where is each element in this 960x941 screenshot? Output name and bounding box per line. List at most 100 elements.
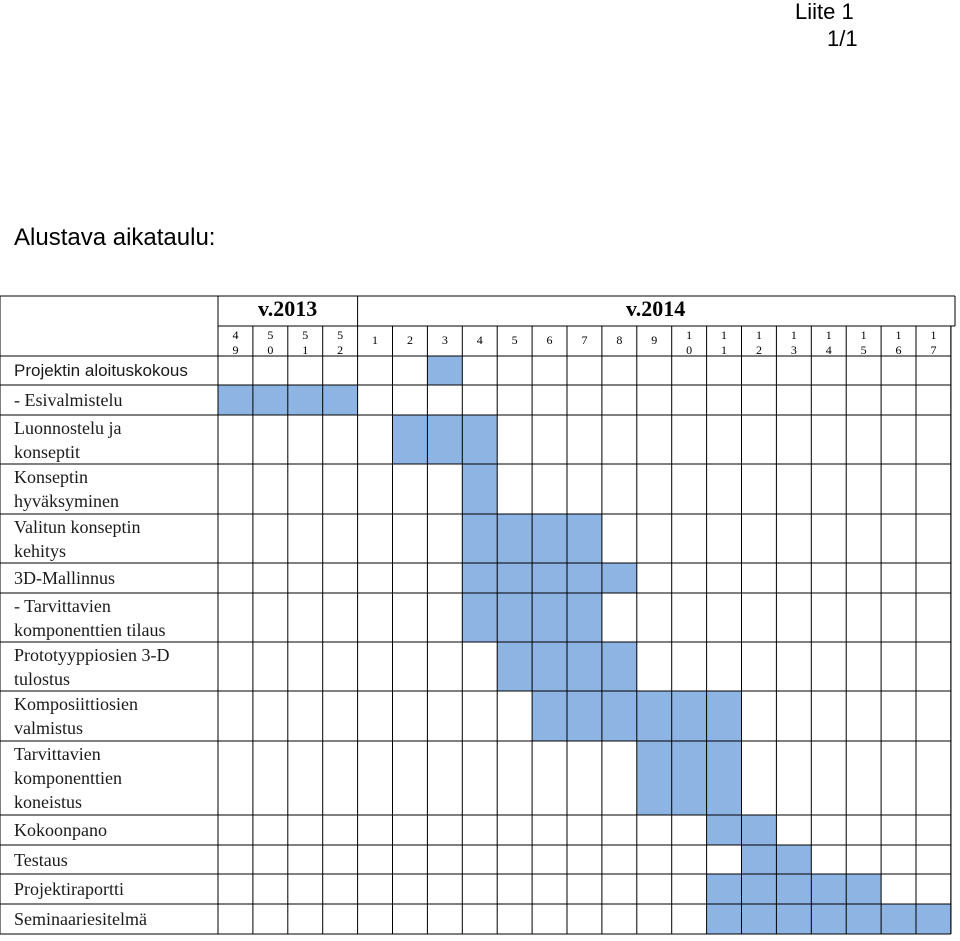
week-label-digit: 5 bbox=[302, 328, 309, 342]
week-label: 3 bbox=[427, 333, 462, 348]
week-label-digit: 7 bbox=[930, 343, 937, 357]
gantt-bar-cell bbox=[706, 691, 742, 741]
gantt-bar-cell bbox=[462, 563, 498, 593]
week-label: 2 bbox=[393, 333, 428, 348]
gantt-bar-cell bbox=[497, 593, 533, 642]
task-label-line: kehitys bbox=[14, 540, 66, 561]
task-label: - Esivalmistelu bbox=[14, 388, 122, 412]
gantt-bar-cell bbox=[567, 563, 602, 593]
page-title: Alustava aikataulu: bbox=[14, 224, 216, 251]
gantt-bar-cell bbox=[567, 691, 602, 741]
week-label-digit: 9 bbox=[651, 333, 658, 347]
week-label-digit: 1 bbox=[372, 333, 379, 347]
week-label-digit: 5 bbox=[267, 328, 274, 342]
gantt-bar-cell bbox=[287, 385, 323, 415]
gantt-bar-cell bbox=[462, 415, 498, 464]
gantt-bar-cell bbox=[706, 904, 742, 934]
gantt-bar-cell bbox=[741, 904, 777, 934]
task-label: Tarvittavien komponenttien koneistus bbox=[14, 742, 122, 814]
task-label-line: Tarvittavien bbox=[14, 744, 101, 764]
week-label-digit: 9 bbox=[232, 343, 239, 357]
task-label-line: Komposiittiosien bbox=[14, 694, 139, 714]
gantt-bar-cell bbox=[567, 642, 602, 691]
gantt-bar-cell bbox=[218, 385, 253, 415]
week-label: 8 bbox=[602, 333, 637, 348]
week-label-digit: 3 bbox=[441, 333, 448, 347]
gantt-bar-cell bbox=[462, 464, 498, 514]
gantt-bar-cell bbox=[776, 904, 812, 934]
gantt-bar-cell bbox=[776, 845, 812, 874]
gantt-bar-cell bbox=[601, 563, 637, 593]
gantt-bar-cell bbox=[776, 874, 812, 904]
task-label: Prototyyppiosien 3-D tulostus bbox=[14, 643, 170, 691]
gantt-bar-cell bbox=[462, 593, 498, 642]
gantt-bar-cell bbox=[741, 874, 777, 904]
week-label-digit: 2 bbox=[406, 333, 413, 347]
week-label-digit: 4 bbox=[232, 328, 239, 342]
task-label-line: Valitun konseptin bbox=[14, 516, 141, 537]
gantt-bar-cell bbox=[497, 563, 533, 593]
week-label-digit: 4 bbox=[825, 343, 832, 357]
gantt-bar-cell bbox=[916, 904, 951, 934]
task-label-line: Konseptin bbox=[14, 467, 88, 487]
gantt-bar-cell bbox=[671, 741, 707, 815]
week-label-digit: 1 bbox=[825, 328, 832, 342]
week-label: 9 bbox=[637, 333, 672, 348]
task-label-line: hyväksyminen bbox=[14, 491, 119, 511]
gantt-bar-cell bbox=[427, 356, 463, 385]
week-label-digit: 0 bbox=[686, 343, 693, 357]
gantt-bar-cell bbox=[741, 845, 777, 874]
task-label-line: tulostus bbox=[14, 668, 71, 689]
week-label: 5 bbox=[497, 333, 532, 348]
task-label-line: valmistus bbox=[14, 718, 84, 738]
week-label-digit: 5 bbox=[511, 333, 518, 347]
gantt-bar-cell bbox=[322, 385, 358, 415]
task-label: Valitun konseptin kehitys bbox=[14, 515, 141, 563]
gantt-bar-cell bbox=[741, 815, 777, 845]
week-label-digit: 2 bbox=[337, 343, 344, 357]
gantt-bar-cell bbox=[497, 514, 533, 563]
week-label-digit: 2 bbox=[755, 343, 762, 357]
page-label-liite: Liite 1 bbox=[795, 0, 854, 24]
gantt-bar-cell bbox=[567, 593, 602, 642]
week-label: 7 bbox=[567, 333, 602, 348]
gantt-bar-cell bbox=[532, 563, 567, 593]
week-label-digit: 3 bbox=[790, 343, 797, 357]
gantt-bar-cell bbox=[532, 593, 567, 642]
week-label-digit: 1 bbox=[895, 328, 902, 342]
week-label-digit: 7 bbox=[581, 333, 588, 347]
task-label-line: - Tarvittavien bbox=[14, 595, 111, 616]
task-label-line: komponenttien tilaus bbox=[14, 619, 166, 640]
task-label-line: Projektin aloituskokous bbox=[14, 360, 188, 380]
gantt-bar-cell bbox=[252, 385, 288, 415]
task-label-line: Luonnostelu ja bbox=[14, 417, 122, 438]
week-label-digit: 8 bbox=[616, 333, 623, 347]
task-label: Konseptin hyväksyminen bbox=[14, 465, 119, 513]
week-label-digit: 1 bbox=[755, 328, 762, 342]
task-label-line: konseptit bbox=[14, 441, 80, 462]
page-number: 1/1 bbox=[827, 26, 858, 51]
gantt-bar-cell bbox=[811, 874, 847, 904]
task-label-line: koneistus bbox=[14, 792, 83, 812]
week-label-digit: 5 bbox=[337, 328, 344, 342]
gantt-bar-cell bbox=[706, 815, 742, 845]
gantt-bar-cell bbox=[392, 415, 428, 464]
gantt-bar-cell bbox=[601, 642, 637, 691]
task-label: Projektiraportti bbox=[14, 877, 124, 901]
task-label-line: Seminaariesitelmä bbox=[14, 909, 147, 929]
task-label: Projektin aloituskokous bbox=[14, 359, 188, 383]
gantt-bar-cell bbox=[427, 415, 463, 464]
week-label-digit: 4 bbox=[476, 333, 483, 347]
task-label-line: Projektiraportti bbox=[14, 879, 124, 899]
gantt-bar-cell bbox=[497, 642, 533, 691]
